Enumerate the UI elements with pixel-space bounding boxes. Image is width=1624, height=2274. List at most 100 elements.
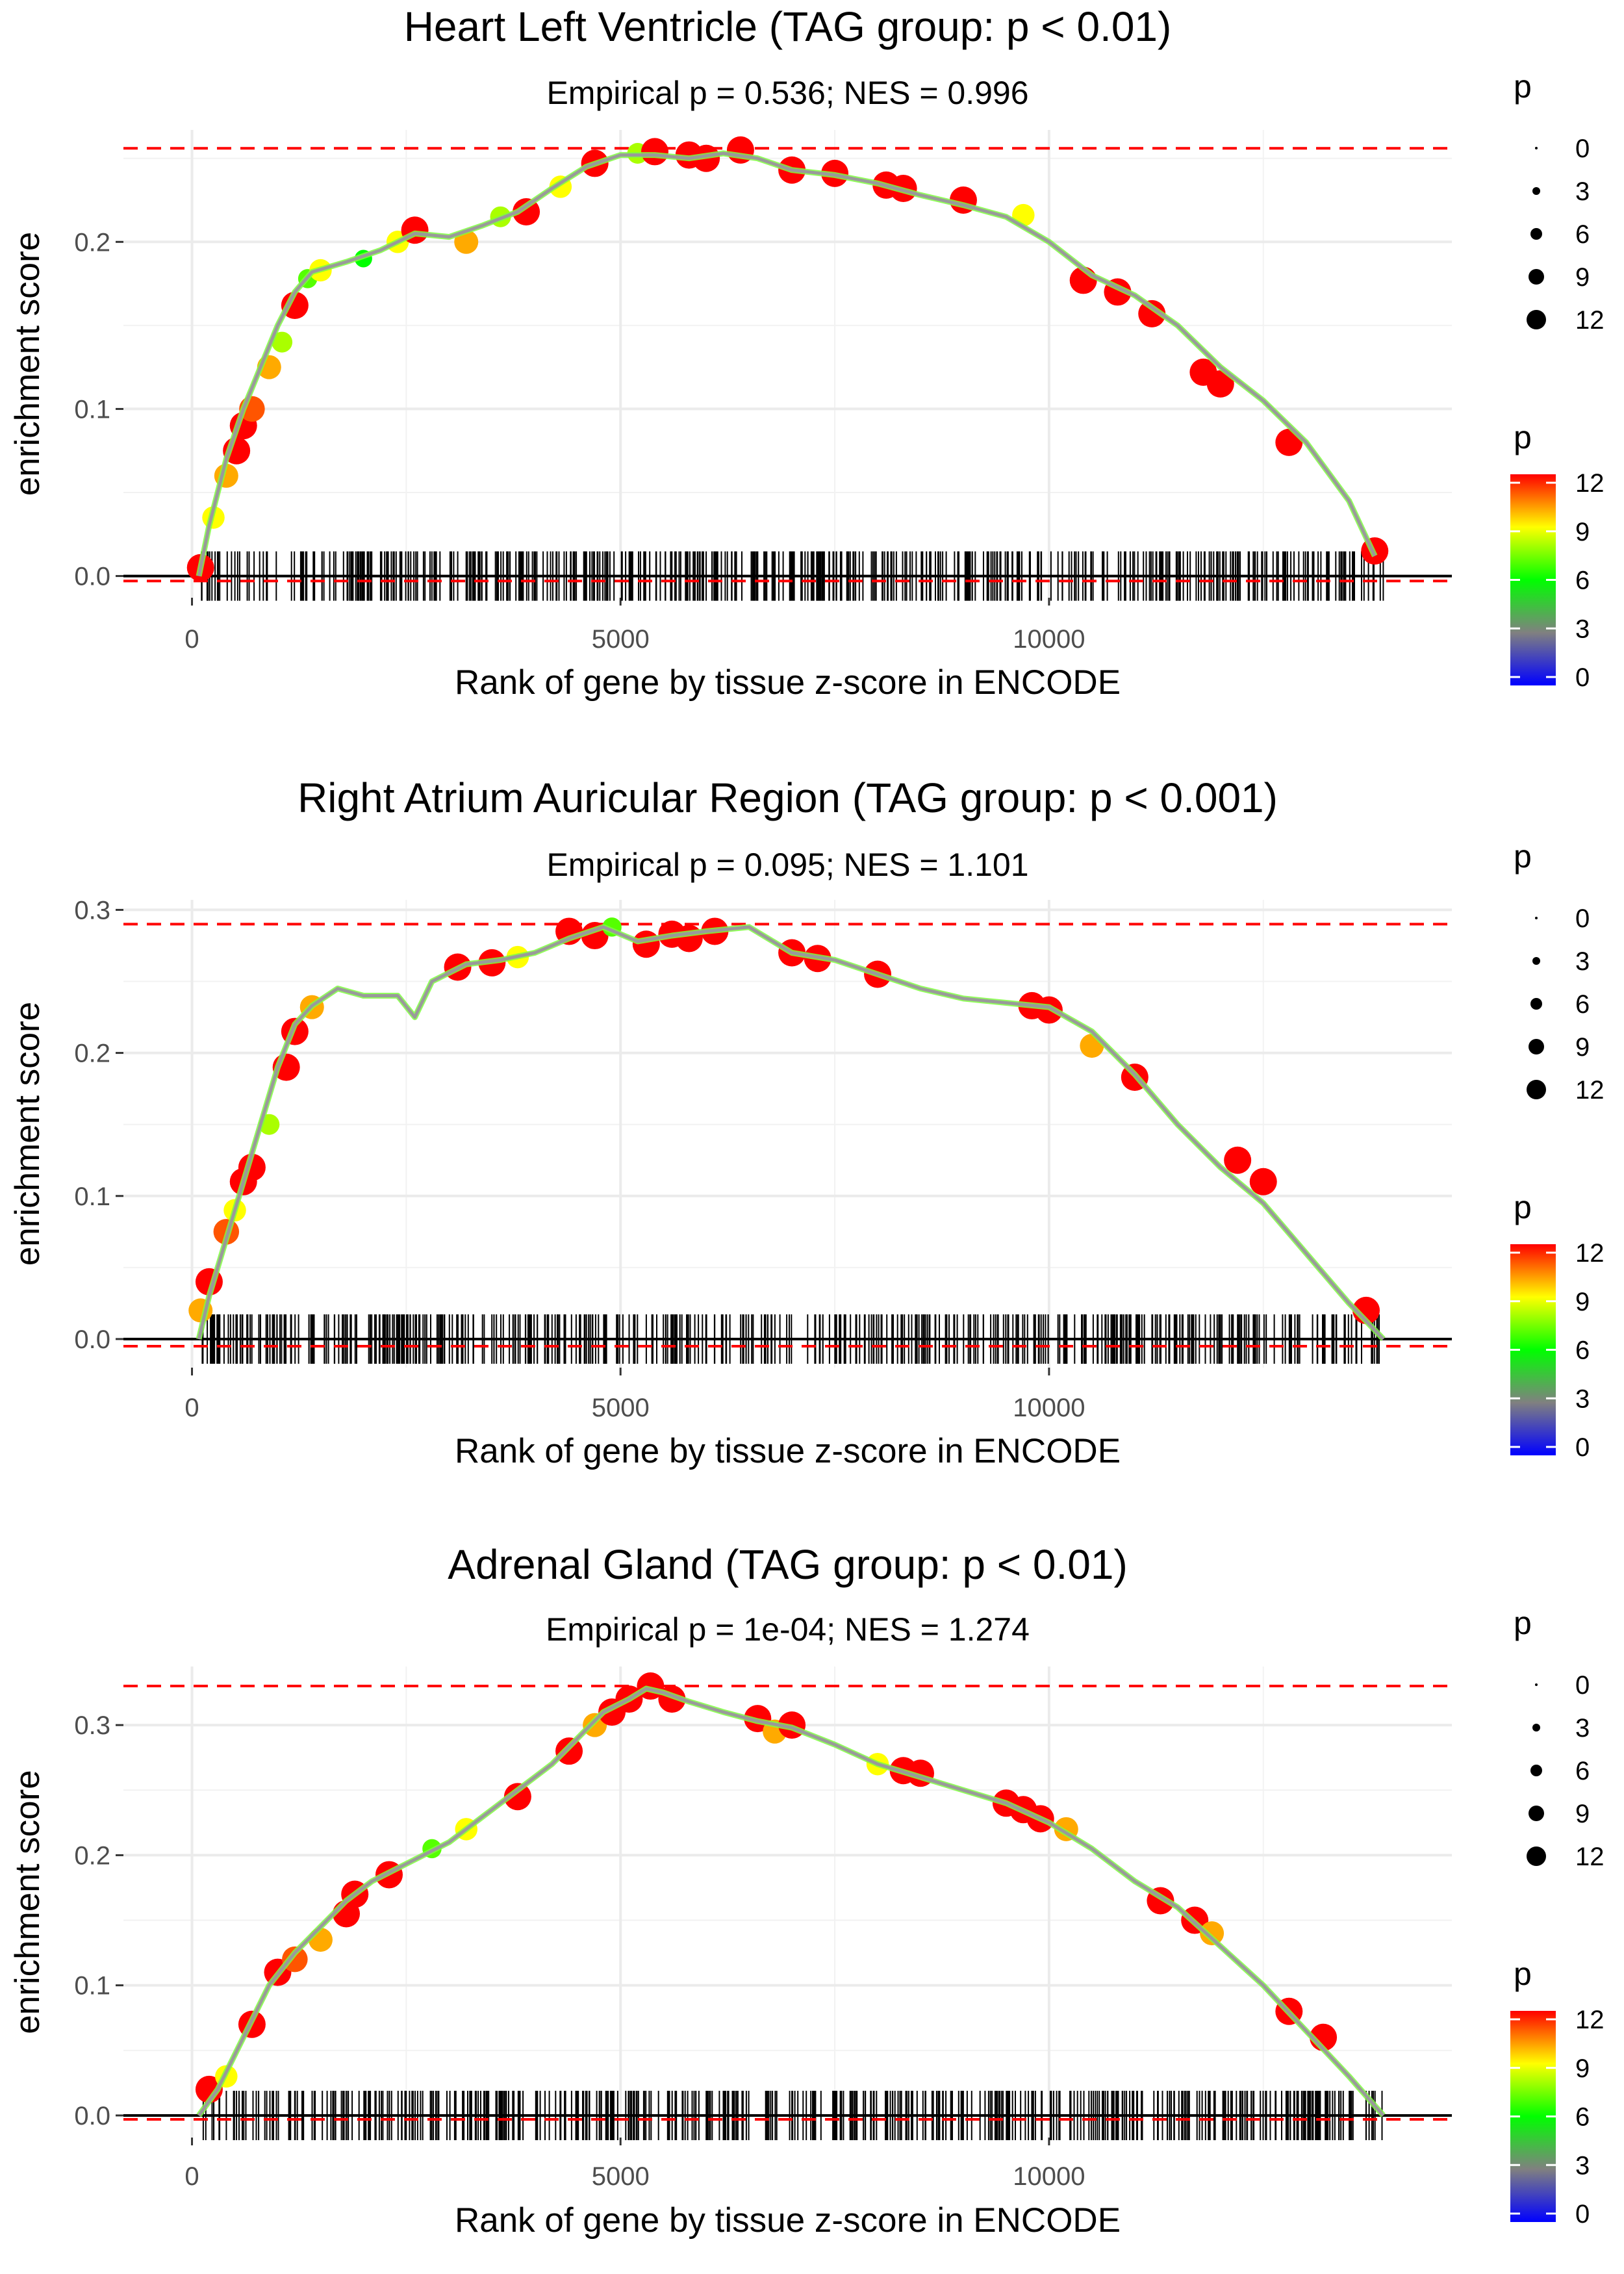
enrichment-point xyxy=(281,292,309,319)
size-legend-label: 9 xyxy=(1575,1033,1590,1062)
x-tick-label: 0 xyxy=(184,2162,199,2191)
size-legend-label: 0 xyxy=(1575,1671,1590,1700)
x-tick-label: 5000 xyxy=(592,1394,650,1422)
color-legend-label: 9 xyxy=(1575,1288,1590,1316)
size-legend-key xyxy=(1529,269,1544,285)
enrichment-curve xyxy=(197,1687,1385,2117)
size-legend-key xyxy=(1527,1846,1546,1866)
size-legend-key xyxy=(1535,917,1538,919)
color-legend-label: 0 xyxy=(1575,2200,1590,2229)
size-legend-label: 12 xyxy=(1575,306,1605,335)
size-legend-key xyxy=(1532,957,1540,965)
color-legend-label: 9 xyxy=(1575,2054,1590,2083)
color-legend-label: 0 xyxy=(1575,1433,1590,1462)
chart-subtitle: Empirical p = 0.095; NES = 1.101 xyxy=(546,847,1028,883)
x-axis-label: Rank of gene by tissue z-score in ENCODE xyxy=(455,2201,1121,2240)
size-legend-label: 6 xyxy=(1575,220,1590,249)
y-tick-label: 0.3 xyxy=(74,1711,110,1740)
y-axis-label: enrichment score xyxy=(8,1770,47,2034)
color-legend-label: 6 xyxy=(1575,567,1590,595)
chart-subtitle: Empirical p = 0.536; NES = 0.996 xyxy=(546,75,1028,111)
size-legend-label: 3 xyxy=(1575,1714,1590,1743)
enrichment-point xyxy=(1249,1168,1277,1195)
enrichment-point xyxy=(641,138,668,166)
size-legend-key xyxy=(1529,1039,1544,1054)
color-legend-label: 12 xyxy=(1575,2006,1605,2034)
y-axis-label: enrichment score xyxy=(8,1002,47,1266)
size-legend-title: p xyxy=(1514,1605,1532,1641)
chart-title: Right Atrium Auricular Region (TAG group… xyxy=(298,774,1278,821)
size-legend-key xyxy=(1532,1724,1540,1731)
x-tick-label: 0 xyxy=(184,625,199,654)
color-legend-label: 3 xyxy=(1575,615,1590,643)
chart-panel-1: Heart Left Ventricle (TAG group: p < 0.0… xyxy=(8,3,1605,702)
gridlines xyxy=(123,900,1452,1368)
enrichment-point xyxy=(272,331,293,353)
size-legend-title: p xyxy=(1514,838,1532,875)
color-legend-label: 9 xyxy=(1575,518,1590,546)
enrichment-point xyxy=(1200,1921,1224,1946)
y-tick-label: 0.0 xyxy=(74,563,110,591)
chart-subtitle: Empirical p = 1e-04; NES = 1.274 xyxy=(546,1611,1030,1648)
enrichment-curve-halo xyxy=(196,1685,1386,2117)
enrichment-point xyxy=(282,1946,308,1973)
size-legend-label: 9 xyxy=(1575,1800,1590,1828)
color-legend-title: p xyxy=(1514,1956,1532,1992)
size-legend-label: 9 xyxy=(1575,263,1590,292)
size-legend-title: p xyxy=(1514,68,1532,105)
x-tick-label: 5000 xyxy=(592,625,650,654)
x-tick-label: 10000 xyxy=(1013,625,1085,654)
y-tick-label: 0.2 xyxy=(74,1040,110,1068)
color-legend-label: 12 xyxy=(1575,1239,1605,1268)
legend: p 0 3 6 9 12 p 12 9 6 3 0 xyxy=(1510,1605,1605,2229)
chart-title: Heart Left Ventricle (TAG group: p < 0.0… xyxy=(404,3,1172,50)
enrichment-point xyxy=(1138,300,1166,327)
color-legend-label: 12 xyxy=(1575,469,1605,498)
size-legend-key xyxy=(1530,1765,1542,1776)
enrichment-point xyxy=(632,930,660,958)
y-tick-label: 0.1 xyxy=(74,395,110,424)
x-tick-label: 10000 xyxy=(1013,2162,1085,2191)
y-tick-label: 0.1 xyxy=(74,1972,110,2000)
chart-title: Adrenal Gland (TAG group: p < 0.01) xyxy=(448,1541,1128,1588)
size-legend-label: 0 xyxy=(1575,134,1590,163)
color-legend-label: 6 xyxy=(1575,1336,1590,1365)
size-legend-label: 3 xyxy=(1575,947,1590,976)
size-legend-label: 6 xyxy=(1575,990,1590,1019)
enrichment-curve-halo xyxy=(196,924,1386,1342)
enrichment-point xyxy=(503,1783,531,1811)
x-tick-label: 10000 xyxy=(1013,1394,1085,1422)
size-legend-key xyxy=(1535,1683,1538,1686)
gridlines xyxy=(123,130,1452,598)
enrichment-point xyxy=(1206,370,1234,398)
color-legend-label: 3 xyxy=(1575,2151,1590,2180)
size-legend-key xyxy=(1530,228,1542,240)
x-axis-label: Rank of gene by tissue z-score in ENCODE xyxy=(455,663,1121,702)
y-tick-label: 0.0 xyxy=(74,2102,110,2130)
y-tick-label: 0.2 xyxy=(74,228,110,257)
enrichment-point xyxy=(1224,1146,1252,1174)
y-tick-label: 0.0 xyxy=(74,1325,110,1354)
color-legend-label: 3 xyxy=(1575,1385,1590,1413)
chart-panel-3: Adrenal Gland (TAG group: p < 0.01) Empir… xyxy=(8,1541,1605,2240)
y-tick-label: 0.2 xyxy=(74,1841,110,1870)
legend: p 0 3 6 9 12 p 12 9 6 3 0 xyxy=(1510,838,1605,1462)
enrichment-curve xyxy=(197,151,1377,577)
size-legend-key xyxy=(1530,998,1542,1010)
size-legend-key xyxy=(1535,147,1538,149)
size-legend-key xyxy=(1527,1080,1546,1099)
size-legend-key xyxy=(1527,310,1546,329)
x-tick-label: 0 xyxy=(184,1394,199,1422)
y-axis-label: enrichment score xyxy=(8,232,47,496)
x-tick-label: 5000 xyxy=(592,2162,650,2191)
color-legend-title: p xyxy=(1514,1189,1532,1225)
size-legend-label: 3 xyxy=(1575,177,1590,206)
y-tick-label: 0.3 xyxy=(74,896,110,925)
color-legend-label: 0 xyxy=(1575,663,1590,692)
size-legend-label: 12 xyxy=(1575,1843,1605,1871)
size-legend-label: 0 xyxy=(1575,904,1590,933)
enrichment-curve xyxy=(197,925,1385,1340)
color-legend-label: 6 xyxy=(1575,2103,1590,2132)
x-axis-label: Rank of gene by tissue z-score in ENCODE xyxy=(455,1432,1121,1470)
